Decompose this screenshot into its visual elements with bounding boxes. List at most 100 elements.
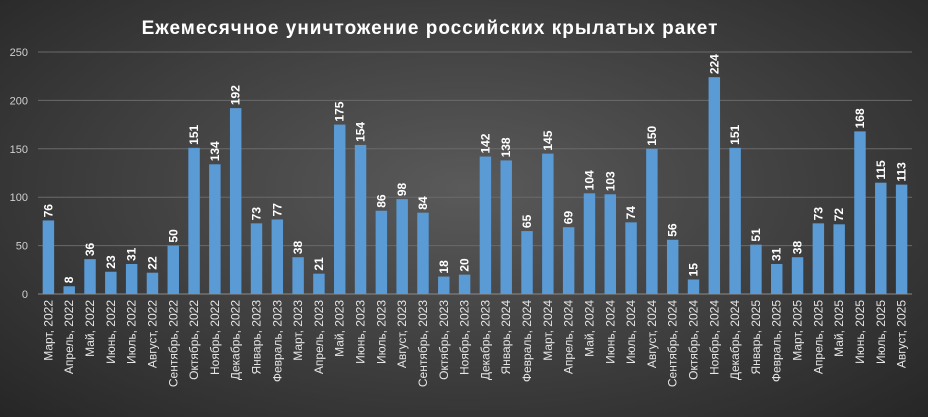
gridlines	[38, 51, 912, 295]
data-labels: 76 8 36 23 31 22 50 151 134 192 73 77 38 21 175 154 86 98…	[41, 54, 908, 283]
data-label: 113	[895, 162, 909, 182]
bar	[625, 222, 637, 294]
bar	[583, 193, 596, 294]
bar	[105, 271, 117, 294]
x-tick-label: Ноябрь, 2024	[707, 300, 721, 375]
x-tick-label: Октябрь, 2024	[687, 300, 701, 380]
data-label: 192	[229, 85, 243, 105]
bar	[292, 257, 304, 294]
bar	[875, 182, 887, 294]
x-tick-label: Июль, 2022	[125, 300, 139, 364]
x-tick-label: Июнь, 2025	[853, 300, 867, 364]
bar	[604, 194, 616, 294]
data-label: 84	[416, 196, 430, 210]
bar	[167, 245, 179, 294]
data-label: 77	[270, 203, 284, 217]
data-label: 56	[666, 223, 680, 237]
x-tick-label: Апрель, 2025	[811, 300, 825, 374]
x-tick-label: Сентябрь, 2022	[166, 300, 180, 387]
x-tick-label: Февраль, 2023	[270, 300, 284, 382]
y-axis-ticks: 0 50 100 150 200 250	[10, 47, 28, 301]
bars	[42, 77, 908, 294]
data-label: 51	[749, 228, 763, 242]
x-tick-label: Август, 2022	[145, 300, 159, 368]
bar	[271, 219, 284, 294]
data-label: 18	[437, 260, 451, 274]
x-tick-label: Май, 2023	[333, 300, 347, 357]
data-label: 151	[728, 124, 742, 144]
bar	[354, 144, 367, 294]
bar	[833, 224, 845, 294]
data-label: 115	[874, 160, 888, 180]
data-label: 22	[145, 256, 159, 270]
x-tick-label: Январь, 2023	[250, 300, 264, 375]
y-tick-label: 200	[10, 95, 28, 107]
x-tick-label: Ноябрь, 2023	[458, 300, 472, 375]
x-tick-label: Сентябрь, 2023	[416, 300, 430, 387]
bar	[458, 274, 471, 294]
y-tick-label: 0	[22, 289, 28, 301]
x-tick-label: Май, 2024	[582, 300, 596, 357]
data-label: 69	[562, 211, 576, 225]
data-label: 150	[645, 125, 659, 145]
bar	[562, 227, 575, 294]
x-tick-label: Октябрь, 2022	[187, 300, 201, 380]
x-tick-label: Август, 2024	[645, 300, 659, 368]
bar	[375, 210, 388, 294]
data-label: 8	[62, 276, 76, 283]
bar	[229, 108, 242, 294]
bar	[812, 223, 825, 294]
chart-title: Ежемесячное уничтожение российских крыла…	[142, 18, 719, 39]
x-tick-label: Август, 2025	[895, 300, 909, 368]
data-label: 76	[41, 204, 55, 218]
data-label: 224	[707, 54, 721, 74]
x-tick-label: Май, 2025	[832, 300, 846, 357]
data-label: 21	[312, 257, 326, 271]
x-tick-label: Март, 2022	[41, 300, 55, 361]
bar	[854, 131, 866, 294]
data-label: 175	[333, 101, 347, 121]
data-label: 36	[83, 242, 97, 256]
x-tick-label: Октябрь, 2023	[437, 300, 451, 380]
data-label: 23	[104, 255, 118, 269]
x-tick-label: Июль, 2024	[624, 300, 638, 364]
x-tick-label: Август, 2023	[395, 300, 409, 368]
x-tick-label: Сентябрь, 2024	[666, 300, 680, 387]
x-tick-label: Июнь, 2023	[354, 300, 368, 364]
x-tick-label: Апрель, 2024	[562, 300, 576, 374]
bar	[479, 156, 492, 294]
y-tick-label: 250	[10, 47, 28, 59]
bar	[729, 147, 741, 294]
data-label: 38	[791, 241, 805, 255]
data-label: 38	[291, 241, 305, 255]
data-label: 103	[603, 171, 617, 191]
data-label: 74	[624, 206, 638, 220]
bar	[188, 147, 200, 294]
x-tick-label: Январь, 2025	[749, 300, 763, 375]
data-label: 86	[374, 194, 388, 208]
data-label: 134	[208, 141, 222, 161]
data-label: 50	[166, 229, 180, 243]
x-tick-label: Март, 2024	[541, 300, 555, 361]
bar	[396, 199, 408, 294]
data-label: 98	[395, 182, 409, 196]
x-tick-label: Апрель, 2023	[312, 300, 326, 374]
data-label: 168	[853, 108, 867, 128]
x-tick-label: Февраль, 2024	[520, 300, 534, 382]
bar	[63, 286, 75, 294]
bar	[895, 184, 908, 294]
data-label: 73	[250, 207, 264, 221]
bar	[771, 263, 783, 294]
data-label: 145	[541, 130, 555, 150]
data-label: 20	[458, 258, 472, 272]
bar	[708, 77, 721, 294]
x-tick-label: Июнь, 2022	[104, 300, 118, 364]
bar	[334, 124, 346, 294]
bar	[84, 259, 96, 294]
data-label: 73	[811, 207, 825, 221]
x-tick-label: Декабрь, 2023	[478, 300, 492, 380]
data-label: 65	[520, 214, 534, 228]
x-tick-label: Май, 2022	[83, 300, 97, 357]
x-tick-label: Февраль, 2025	[770, 300, 784, 382]
